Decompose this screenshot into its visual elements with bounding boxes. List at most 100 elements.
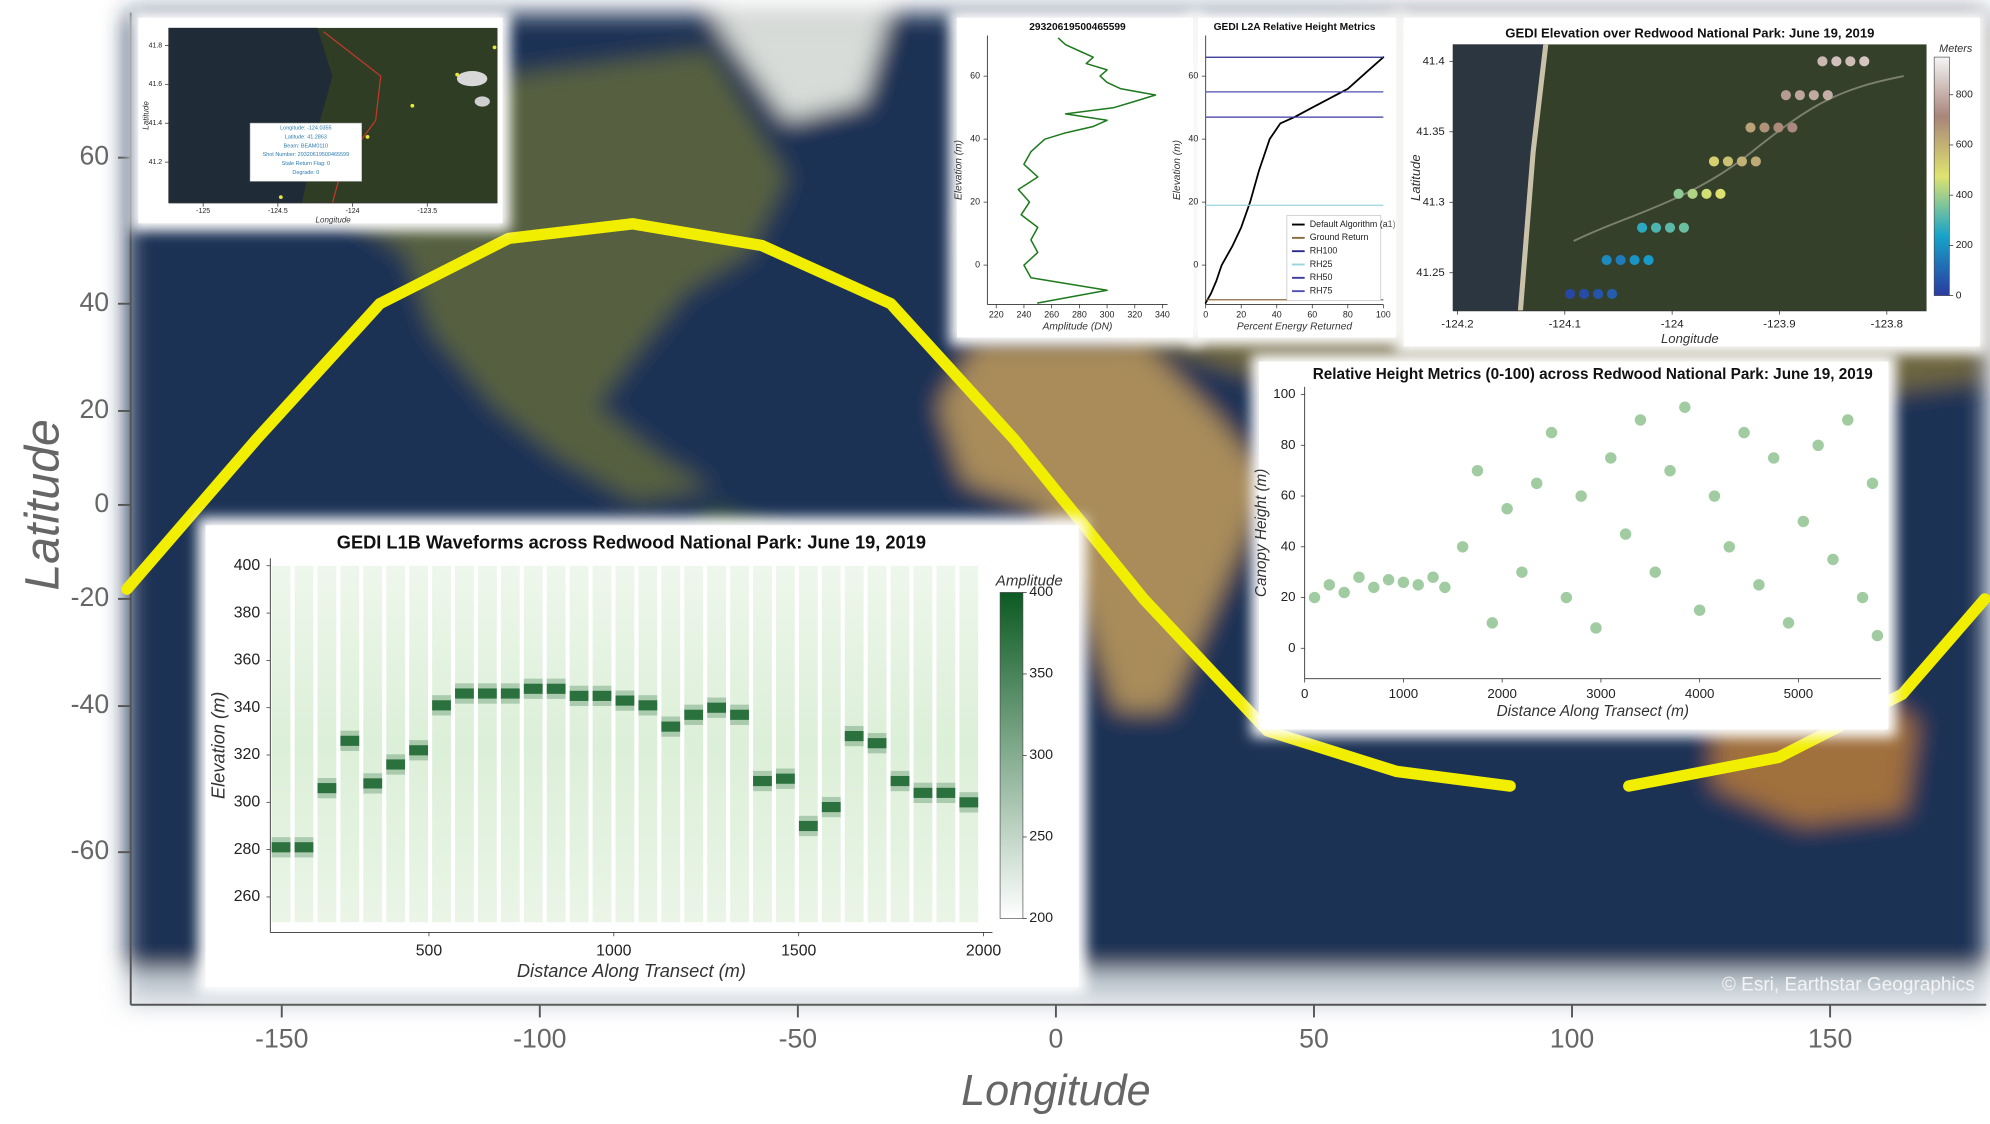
height-point (1827, 553, 1839, 566)
colorbar-label: Amplitude (995, 572, 1063, 589)
track-point (455, 72, 460, 77)
height-point (1486, 617, 1498, 629)
waveform-column (913, 565, 933, 923)
x-axis-label: Distance Along Transect (m) (1497, 703, 1689, 720)
shot-point (1715, 188, 1726, 199)
height-point (1812, 439, 1824, 451)
x-tick-label: 320 (1127, 309, 1142, 319)
y-tick-label: 40 (1281, 538, 1296, 553)
waveform-column (500, 565, 520, 923)
waveform-column (523, 565, 543, 923)
y-tick-label: 20 (1281, 589, 1296, 604)
legend-box (1286, 215, 1382, 301)
track-point (365, 134, 370, 139)
colorbar-tick-label: 350 (1029, 666, 1053, 682)
x-tick-label: 220 (989, 309, 1004, 319)
shot-point (1808, 90, 1819, 101)
height-point (1368, 581, 1380, 594)
x-axis-label: Amplitude (DN) (1042, 321, 1113, 332)
x-tick-label: 240 (1017, 309, 1032, 319)
waveform-peak (546, 683, 566, 694)
y-tick-label: 41.8 (149, 42, 163, 49)
shot-point (1606, 288, 1618, 299)
height-point (1842, 414, 1854, 426)
shot-point (1745, 122, 1756, 133)
waveform-column (684, 565, 704, 923)
y-tick-label: -40 (71, 689, 109, 719)
x-tick-label: 340 (1155, 309, 1170, 319)
x-tick-label: 40 (1272, 309, 1282, 319)
legend-label: RH25 (1310, 259, 1333, 269)
height-point (1679, 401, 1691, 413)
waveform-column (409, 565, 428, 923)
x-tick-label: -124 (346, 208, 360, 215)
shot-point (1859, 56, 1870, 67)
y-tick-label: 100 (1273, 386, 1295, 401)
y-tick-label: 60 (970, 70, 980, 80)
y-tick-label: 40 (970, 133, 980, 143)
y-tick-label: 41.25 (1416, 267, 1445, 279)
y-tick-label: 60 (80, 141, 110, 171)
y-tick-label: 0 (94, 488, 109, 518)
y-tick-label: 20 (80, 394, 110, 424)
height-point (1856, 591, 1869, 604)
waveform-column (271, 565, 291, 923)
y-tick-label: 400 (234, 557, 261, 574)
y-tick-label: 0 (1288, 640, 1295, 655)
colorbar-tick-label: 300 (1029, 747, 1053, 763)
map-imagery (1453, 44, 1926, 310)
track-point (492, 45, 497, 50)
shot-point (1592, 288, 1604, 299)
waveform-column (592, 565, 612, 923)
waveform-peak (913, 787, 933, 798)
chart-title: 29320619500465599 (1029, 22, 1126, 33)
waveform-peak (477, 688, 497, 699)
x-axis-label: Percent Energy Returned (1237, 321, 1352, 332)
waveform-peak (753, 775, 772, 787)
x-tick-label: -50 (779, 1023, 817, 1053)
y-tick-label: 0 (1193, 259, 1198, 269)
inset-chart: -124.2 -124.1 -124 -123.9 -123.8 41.25 41.3 41.… (1396, 10, 1988, 354)
x-tick-label: 0 (1049, 1023, 1064, 1053)
height-point (1531, 477, 1543, 490)
shot-point (1817, 56, 1828, 67)
y-tick-label: 41.2 (149, 159, 163, 166)
shot-point (1565, 288, 1576, 299)
height-point (1545, 426, 1558, 439)
x-tick-label: 60 (1307, 309, 1317, 319)
height-point (1323, 579, 1336, 591)
waveform-peak (707, 702, 727, 713)
x-tick-label: 0 (1301, 686, 1308, 701)
waveform-peak (798, 820, 818, 832)
waveform-column (432, 565, 451, 923)
y-tick-label: -20 (71, 582, 109, 612)
waveform-peak (432, 700, 451, 711)
height-point (1397, 576, 1410, 589)
x-tick-label: -124 (1661, 319, 1684, 331)
waveform-peak (317, 783, 337, 794)
waveform-peak (569, 690, 589, 701)
shot-point (1687, 188, 1698, 199)
x-tick-label: -124.1 (1549, 319, 1581, 331)
waveform-peak (500, 688, 520, 699)
waveform-peak (844, 731, 864, 742)
y-axis-label: Latitude (142, 101, 151, 130)
waveform-peak (592, 690, 612, 701)
x-tick-label: 5000 (1784, 686, 1814, 701)
legend-label: RH75 (1310, 285, 1333, 295)
y-tick-label: 360 (234, 652, 261, 669)
waveform-peak (867, 738, 887, 749)
legend-label: RH100 (1310, 246, 1338, 256)
shot-point (1722, 156, 1734, 167)
shot-point (1845, 56, 1856, 67)
height-point (1708, 490, 1721, 502)
y-tick-label: 300 (234, 794, 261, 811)
waveform-column (477, 565, 497, 923)
height-point (1693, 604, 1706, 616)
x-tick-label: -123.5 (417, 208, 437, 215)
panel-background (1258, 361, 1889, 730)
popup-line: Beam: BEAM0110 (284, 143, 328, 149)
height-point (1634, 414, 1647, 426)
